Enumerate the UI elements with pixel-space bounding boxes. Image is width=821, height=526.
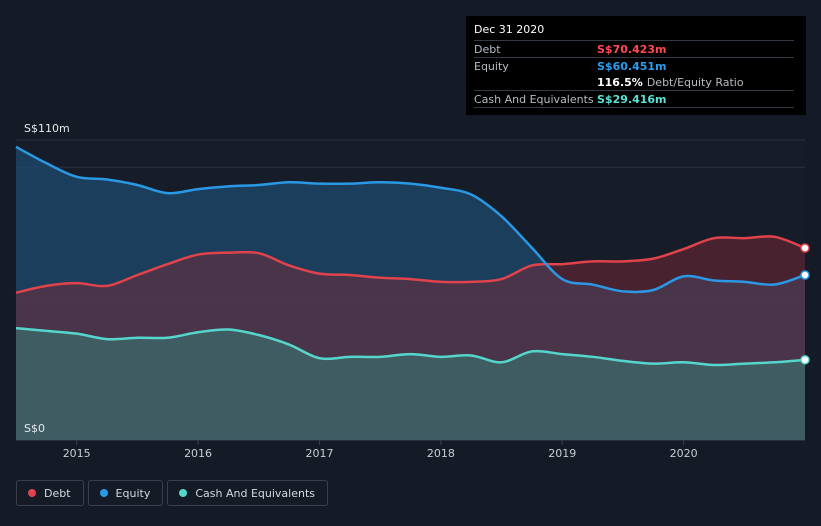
chart-legend: Debt Equity Cash And Equivalents — [16, 480, 328, 506]
x-tick-label: 2016 — [184, 447, 212, 460]
legend-item-cash[interactable]: Cash And Equivalents — [167, 480, 328, 506]
legend-dot-cash — [179, 489, 188, 497]
tooltip-label-cash: Cash And Equivalents — [474, 92, 594, 106]
tooltip-label-equity: Equity — [474, 59, 509, 73]
x-tick-label: 2017 — [305, 447, 333, 460]
tooltip-row-cash: Cash And Equivalents S$29.416m — [474, 90, 794, 108]
cash-area — [16, 328, 805, 440]
legend-item-equity[interactable]: Equity — [87, 480, 164, 506]
x-axis-ticks: 2015 2016 2017 2018 2019 2020 — [63, 440, 698, 460]
equity-line — [15, 145, 806, 294]
legend-dot-equity — [99, 489, 108, 497]
tooltip-value-cash: S$29.416m — [597, 92, 667, 106]
tooltip-label-debt: Debt — [474, 42, 501, 56]
x-tick-label: 2018 — [427, 447, 455, 460]
cash-end-marker — [800, 355, 810, 365]
tooltip-row-debt: Debt S$70.423m — [474, 40, 794, 57]
tooltip-row-equity: Equity S$60.451m — [474, 57, 794, 74]
debt-end-marker — [800, 243, 810, 253]
legend-item-debt[interactable]: Debt — [16, 480, 84, 506]
data-tooltip: Dec 31 2020 Debt S$70.423m Equity S$60.4… — [466, 16, 806, 115]
tooltip-date: Dec 31 2020 — [474, 23, 545, 36]
equity-end-marker — [800, 270, 810, 280]
legend-label-debt: Debt — [44, 486, 71, 500]
cash-line — [15, 326, 806, 367]
tooltip-ratio-caption: Debt/Equity Ratio — [646, 75, 744, 89]
x-tick-label: 2020 — [670, 447, 698, 460]
tooltip-row-ratio: 116.5% Debt/Equity Ratio — [474, 74, 794, 90]
x-tick-label: 2019 — [548, 447, 576, 460]
tooltip-value-equity: S$60.451m — [597, 59, 667, 73]
y-tick-label-min: S$0 — [24, 422, 45, 435]
tooltip-value-ratio: 116.5% — [597, 75, 643, 89]
legend-dot-debt — [28, 489, 36, 497]
y-tick-label-max: S$110m — [24, 122, 70, 135]
legend-label-equity: Equity — [115, 486, 151, 500]
x-tick-label: 2015 — [63, 447, 91, 460]
tooltip-value-debt: S$70.423m — [597, 42, 667, 56]
legend-label-cash: Cash And Equivalents — [195, 486, 315, 500]
debt-line — [15, 235, 806, 294]
series-lines — [15, 145, 806, 367]
series-end-markers — [800, 243, 810, 365]
